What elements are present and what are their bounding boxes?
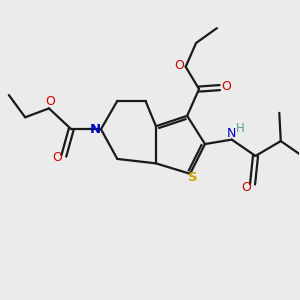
Text: O: O [52, 151, 62, 164]
Text: O: O [46, 95, 56, 108]
Text: O: O [174, 59, 184, 72]
Text: N: N [90, 123, 101, 136]
Text: H: H [236, 122, 245, 135]
Text: S: S [188, 171, 197, 184]
Text: N: N [226, 127, 236, 140]
Text: O: O [221, 80, 231, 93]
Text: O: O [241, 181, 251, 194]
